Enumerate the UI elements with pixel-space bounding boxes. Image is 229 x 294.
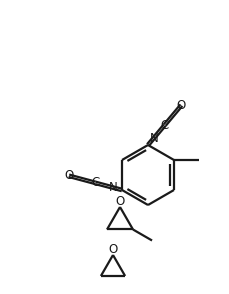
Text: N: N xyxy=(149,132,158,145)
Text: O: O xyxy=(176,99,185,112)
Text: O: O xyxy=(108,243,117,256)
Text: N: N xyxy=(109,181,117,194)
Text: O: O xyxy=(64,169,73,182)
Text: O: O xyxy=(115,196,124,208)
Text: C: C xyxy=(160,118,168,132)
Text: C: C xyxy=(91,176,99,189)
